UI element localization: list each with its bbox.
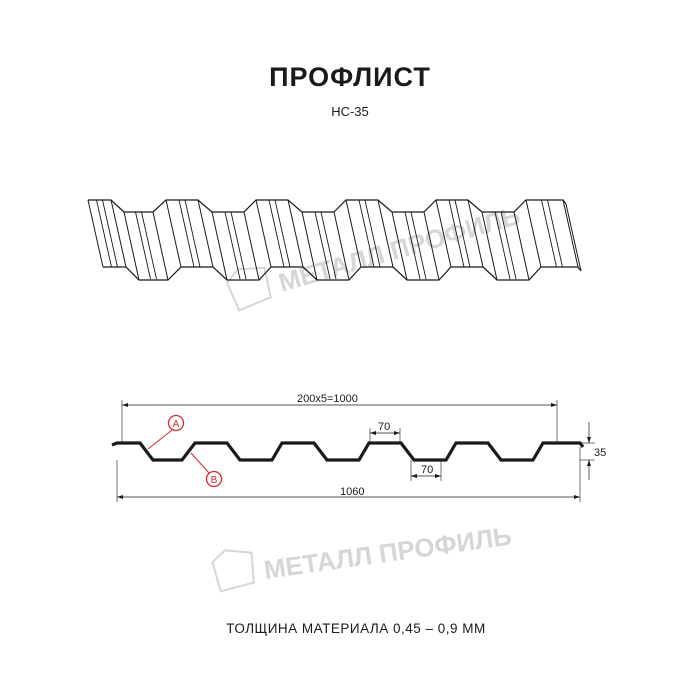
marker-a: A (147, 414, 185, 450)
sheet-stiffener-line (500, 211, 517, 280)
sheet-fold-line (255, 199, 272, 268)
sheet-stiffener-line (224, 211, 241, 280)
sheet-stiffener-line (494, 211, 511, 280)
sheet-stiffener-line (141, 211, 157, 280)
dim-line-height-arrow (587, 460, 591, 466)
sheet-stiffener-line (178, 199, 195, 268)
marker-b: B (190, 452, 223, 488)
dim-line-height-arrow (587, 437, 591, 443)
sheet-fold-line (423, 211, 440, 281)
sheet-fold-line (243, 211, 260, 281)
watermark-text: МЕТАЛЛ ПРОФИЛЬ (262, 520, 514, 584)
watermark-logo: МЕТАЛЛ ПРОФИЛЬ (211, 520, 514, 593)
sheet-stiffener-line (102, 199, 118, 268)
sheet-stiffener-line (96, 199, 112, 268)
sheet-fold-line (435, 199, 452, 268)
sheet-stiffener-line (320, 211, 337, 280)
sheet-fold-line (562, 199, 579, 268)
sheet-fold-line (165, 199, 182, 268)
watermark-text: МЕТАЛЛ ПРОФИЛЬ (275, 200, 523, 298)
sheet-stiffener-line (448, 199, 465, 268)
sheet-fold-line (391, 211, 408, 281)
sheet-fold-line (565, 203, 582, 272)
sheet-fold-line (110, 199, 127, 268)
dimension-lines (116, 400, 595, 502)
material-thickness: ТОЛЩИНА МАТЕРИАЛА 0,45 – 0,9 ММ (226, 621, 486, 636)
dim-line-overall-arrow (574, 495, 580, 499)
sheet-fold-line (525, 199, 542, 268)
dim-line-bottom-flat-arrow (411, 474, 417, 478)
isometric-sheet (87, 199, 582, 281)
sheet-stiffener-line (268, 199, 285, 268)
sheet-fold-line (377, 199, 394, 268)
sheet-fold-line (345, 199, 362, 268)
sheet-stiffener-line (454, 199, 471, 268)
profile-model: НС-35 (331, 104, 369, 119)
sheet-stiffener-line (274, 199, 291, 268)
dim-line-pitch-arrow (551, 403, 557, 407)
marker-b-label: B (211, 475, 218, 486)
sheet-stiffener-line (547, 199, 563, 268)
sheet-stiffener-line (410, 211, 427, 280)
sheet-fold-line (152, 211, 169, 281)
cross-section-profile (111, 441, 585, 462)
dim-top-flat: 70 (378, 421, 390, 433)
sheet-stiffener-line (404, 211, 421, 280)
dim-overall-width: 1060 (340, 486, 364, 498)
sheet-stiffener-line (358, 199, 375, 268)
sheet-fold-line (211, 211, 228, 281)
sheet-fold-line (333, 211, 350, 281)
sheet-fold-line (467, 199, 484, 268)
sheet-fold-line (87, 199, 104, 268)
sheet-fold-line (301, 211, 318, 281)
dim-line-top-flat-arrow (394, 431, 400, 435)
dim-line-pitch-arrow (122, 403, 128, 407)
dim-line-top-flat-arrow (370, 431, 376, 435)
dim-line-overall-arrow (117, 495, 123, 499)
sheet-stiffener-line (184, 199, 201, 268)
dim-pitch-total: 200x5=1000 (297, 393, 358, 405)
profile-line (111, 441, 585, 462)
sheet-fold-line (197, 199, 214, 268)
sheet-fold-line (481, 211, 498, 281)
page-title: ПРОФЛИСТ (269, 62, 431, 92)
sheet-stiffener-line (135, 211, 151, 280)
watermark-layer: МЕТАЛЛ ПРОФИЛЬ МЕТАЛЛ ПРОФИЛЬ (211, 200, 523, 593)
sheet-fold-line (513, 211, 530, 281)
sheet-stiffener-line (230, 211, 247, 280)
dim-line-bottom-flat-arrow (435, 474, 441, 478)
dim-bottom-flat: 70 (421, 464, 433, 476)
sheet-fold-line (287, 199, 304, 268)
dim-height: 35 (594, 447, 606, 459)
marker-a-label: A (173, 419, 180, 430)
sheet-stiffener-line (364, 199, 381, 268)
sheet-stiffener-line (541, 199, 557, 268)
sheet-stiffener-line (314, 211, 331, 280)
sheet-fold-line (123, 211, 140, 281)
